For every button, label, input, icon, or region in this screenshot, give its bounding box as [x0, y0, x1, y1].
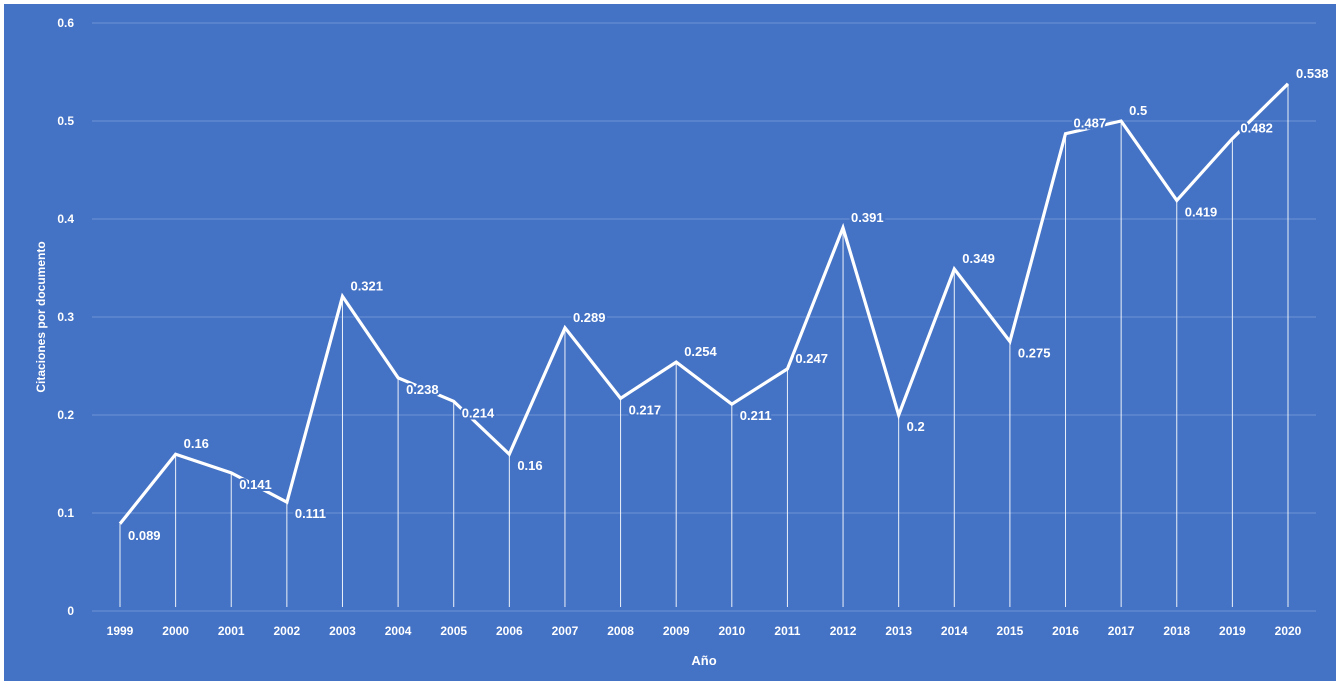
x-tick-label: 1999 [107, 624, 134, 638]
chart-background [4, 4, 1336, 681]
x-tick-label: 2005 [440, 624, 467, 638]
y-tick-label: 0.2 [57, 408, 74, 422]
data-label: 0.089 [128, 528, 161, 543]
x-tick-label: 2019 [1219, 624, 1246, 638]
data-label: 0.217 [629, 402, 662, 417]
series-line [118, 82, 1290, 525]
x-tick-label: 2011 [774, 624, 800, 638]
x-tick-label: 2003 [329, 624, 356, 638]
x-tick-label: 2004 [385, 624, 412, 638]
data-label: 0.5 [1129, 103, 1147, 118]
x-tick-label: 2010 [718, 624, 745, 638]
x-tick-label: 2001 [218, 624, 245, 638]
x-tick-label: 2017 [1108, 624, 1135, 638]
data-label: 0.141 [239, 477, 272, 492]
x-tick-label: 2020 [1275, 624, 1302, 638]
x-tick-label: 2014 [941, 624, 968, 638]
x-axis-ticks: 1999 2000 2001 2002 2003 2004 2005 2006 2007 2008… [107, 624, 1302, 638]
y-axis-title: Citaciones por documento [34, 241, 48, 392]
x-tick-label: 2000 [162, 624, 189, 638]
line-chart: 0 0.1 0.2 0.3 0.4 0.5 0.6 1999 2000 2001 2002 2003… [4, 4, 1336, 681]
data-label: 0.247 [795, 351, 828, 366]
y-tick-label: 0.6 [57, 16, 74, 30]
data-label: 0.289 [573, 310, 606, 325]
data-label: 0.254 [684, 344, 717, 359]
data-label: 0.321 [350, 278, 383, 293]
data-labels: 0.089 0.16 0.141 0.111 0.321 0.238 0.214 0.16 0.… [126, 64, 1331, 545]
data-label: 0.349 [962, 251, 995, 266]
data-label: 0.111 [295, 506, 326, 521]
data-label: 0.275 [1018, 346, 1051, 361]
data-label: 0.214 [462, 405, 495, 420]
x-tick-label: 2012 [830, 624, 857, 638]
x-axis-title: Año [691, 653, 716, 668]
x-tick-label: 2009 [663, 624, 690, 638]
data-label: 0.238 [406, 382, 439, 397]
data-label: 0.482 [1240, 121, 1273, 136]
x-tick-label: 2013 [885, 624, 912, 638]
y-tick-label: 0 [67, 604, 74, 618]
gridlines [92, 22, 1316, 612]
y-tick-label: 0.4 [57, 212, 74, 226]
y-tick-label: 0.3 [57, 310, 74, 324]
x-tick-label: 2015 [997, 624, 1024, 638]
data-label: 0.16 [517, 458, 542, 473]
data-label: 0.211 [740, 408, 772, 423]
data-label: 0.2 [907, 419, 925, 434]
x-tick-label: 2002 [274, 624, 301, 638]
data-label: 0.487 [1074, 116, 1107, 131]
data-label: 0.16 [184, 436, 209, 451]
x-tick-label: 2006 [496, 624, 523, 638]
x-tick-label: 2016 [1052, 624, 1079, 638]
x-tick-label: 2008 [607, 624, 634, 638]
data-label: 0.419 [1185, 204, 1218, 219]
x-tick-label: 2018 [1163, 624, 1190, 638]
data-label: 0.391 [851, 210, 884, 225]
chart-area: 0 0.1 0.2 0.3 0.4 0.5 0.6 1999 2000 2001 2002 2003… [4, 4, 1336, 681]
x-tick-label: 2007 [552, 624, 579, 638]
y-tick-label: 0.1 [57, 506, 74, 520]
y-axis-ticks: 0 0.1 0.2 0.3 0.4 0.5 0.6 [57, 16, 74, 618]
drop-lines [119, 83, 1289, 607]
data-label: 0.538 [1296, 66, 1329, 81]
y-tick-label: 0.5 [57, 114, 74, 128]
